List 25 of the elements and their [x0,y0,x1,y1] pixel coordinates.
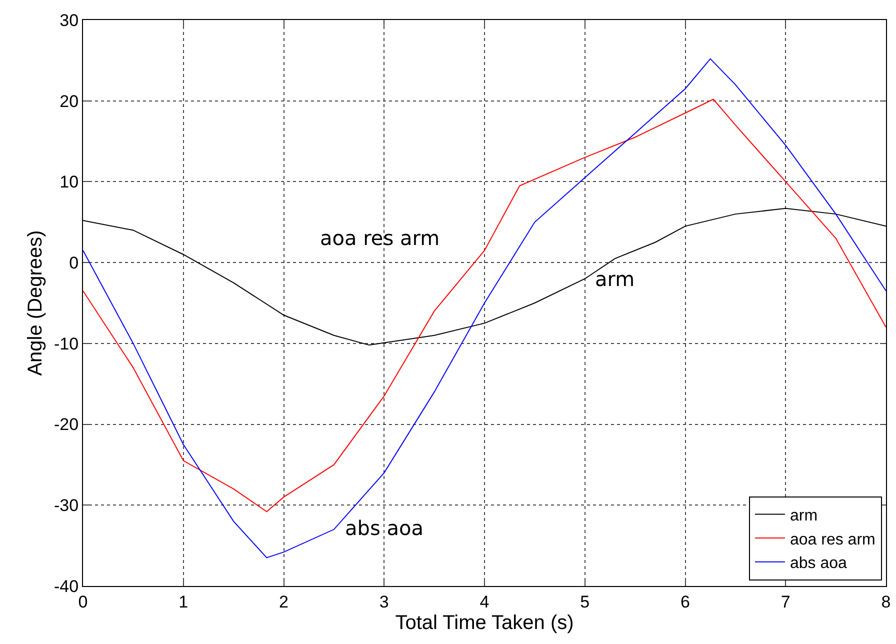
y-tick-label: 0 [69,254,79,273]
y-tick-label: 10 [60,172,79,192]
y-axis-title: Angle (Degrees) [24,230,47,376]
x-tick-label: 8 [881,592,891,612]
y-tick-label: -40 [54,576,79,596]
y-tick-label: -10 [54,334,79,354]
annotation: abs aoa [345,516,424,540]
y-tick-label: 20 [60,92,79,111]
x-tick-label: 6 [680,592,690,612]
x-tick-label: 1 [178,592,188,612]
annotation: arm [595,267,635,291]
annotation: aoa res arm [320,226,440,250]
legend-label: abs aoa [790,555,848,572]
x-tick-label: 7 [780,592,790,612]
legend-label: arm [790,507,818,524]
line-series [83,98,886,512]
x-tick-label: 4 [480,592,490,612]
x-tick-label: 3 [379,592,389,612]
x-tick-label: 2 [279,592,288,612]
legend-label: aoa res arm [790,531,876,548]
y-tick-label: -20 [54,415,79,434]
x-axis-title: Total Time Taken (s) [395,612,574,634]
x-tick-label: 5 [580,592,590,612]
y-tick-label: 30 [60,10,79,30]
y-tick-label: -30 [54,496,79,516]
